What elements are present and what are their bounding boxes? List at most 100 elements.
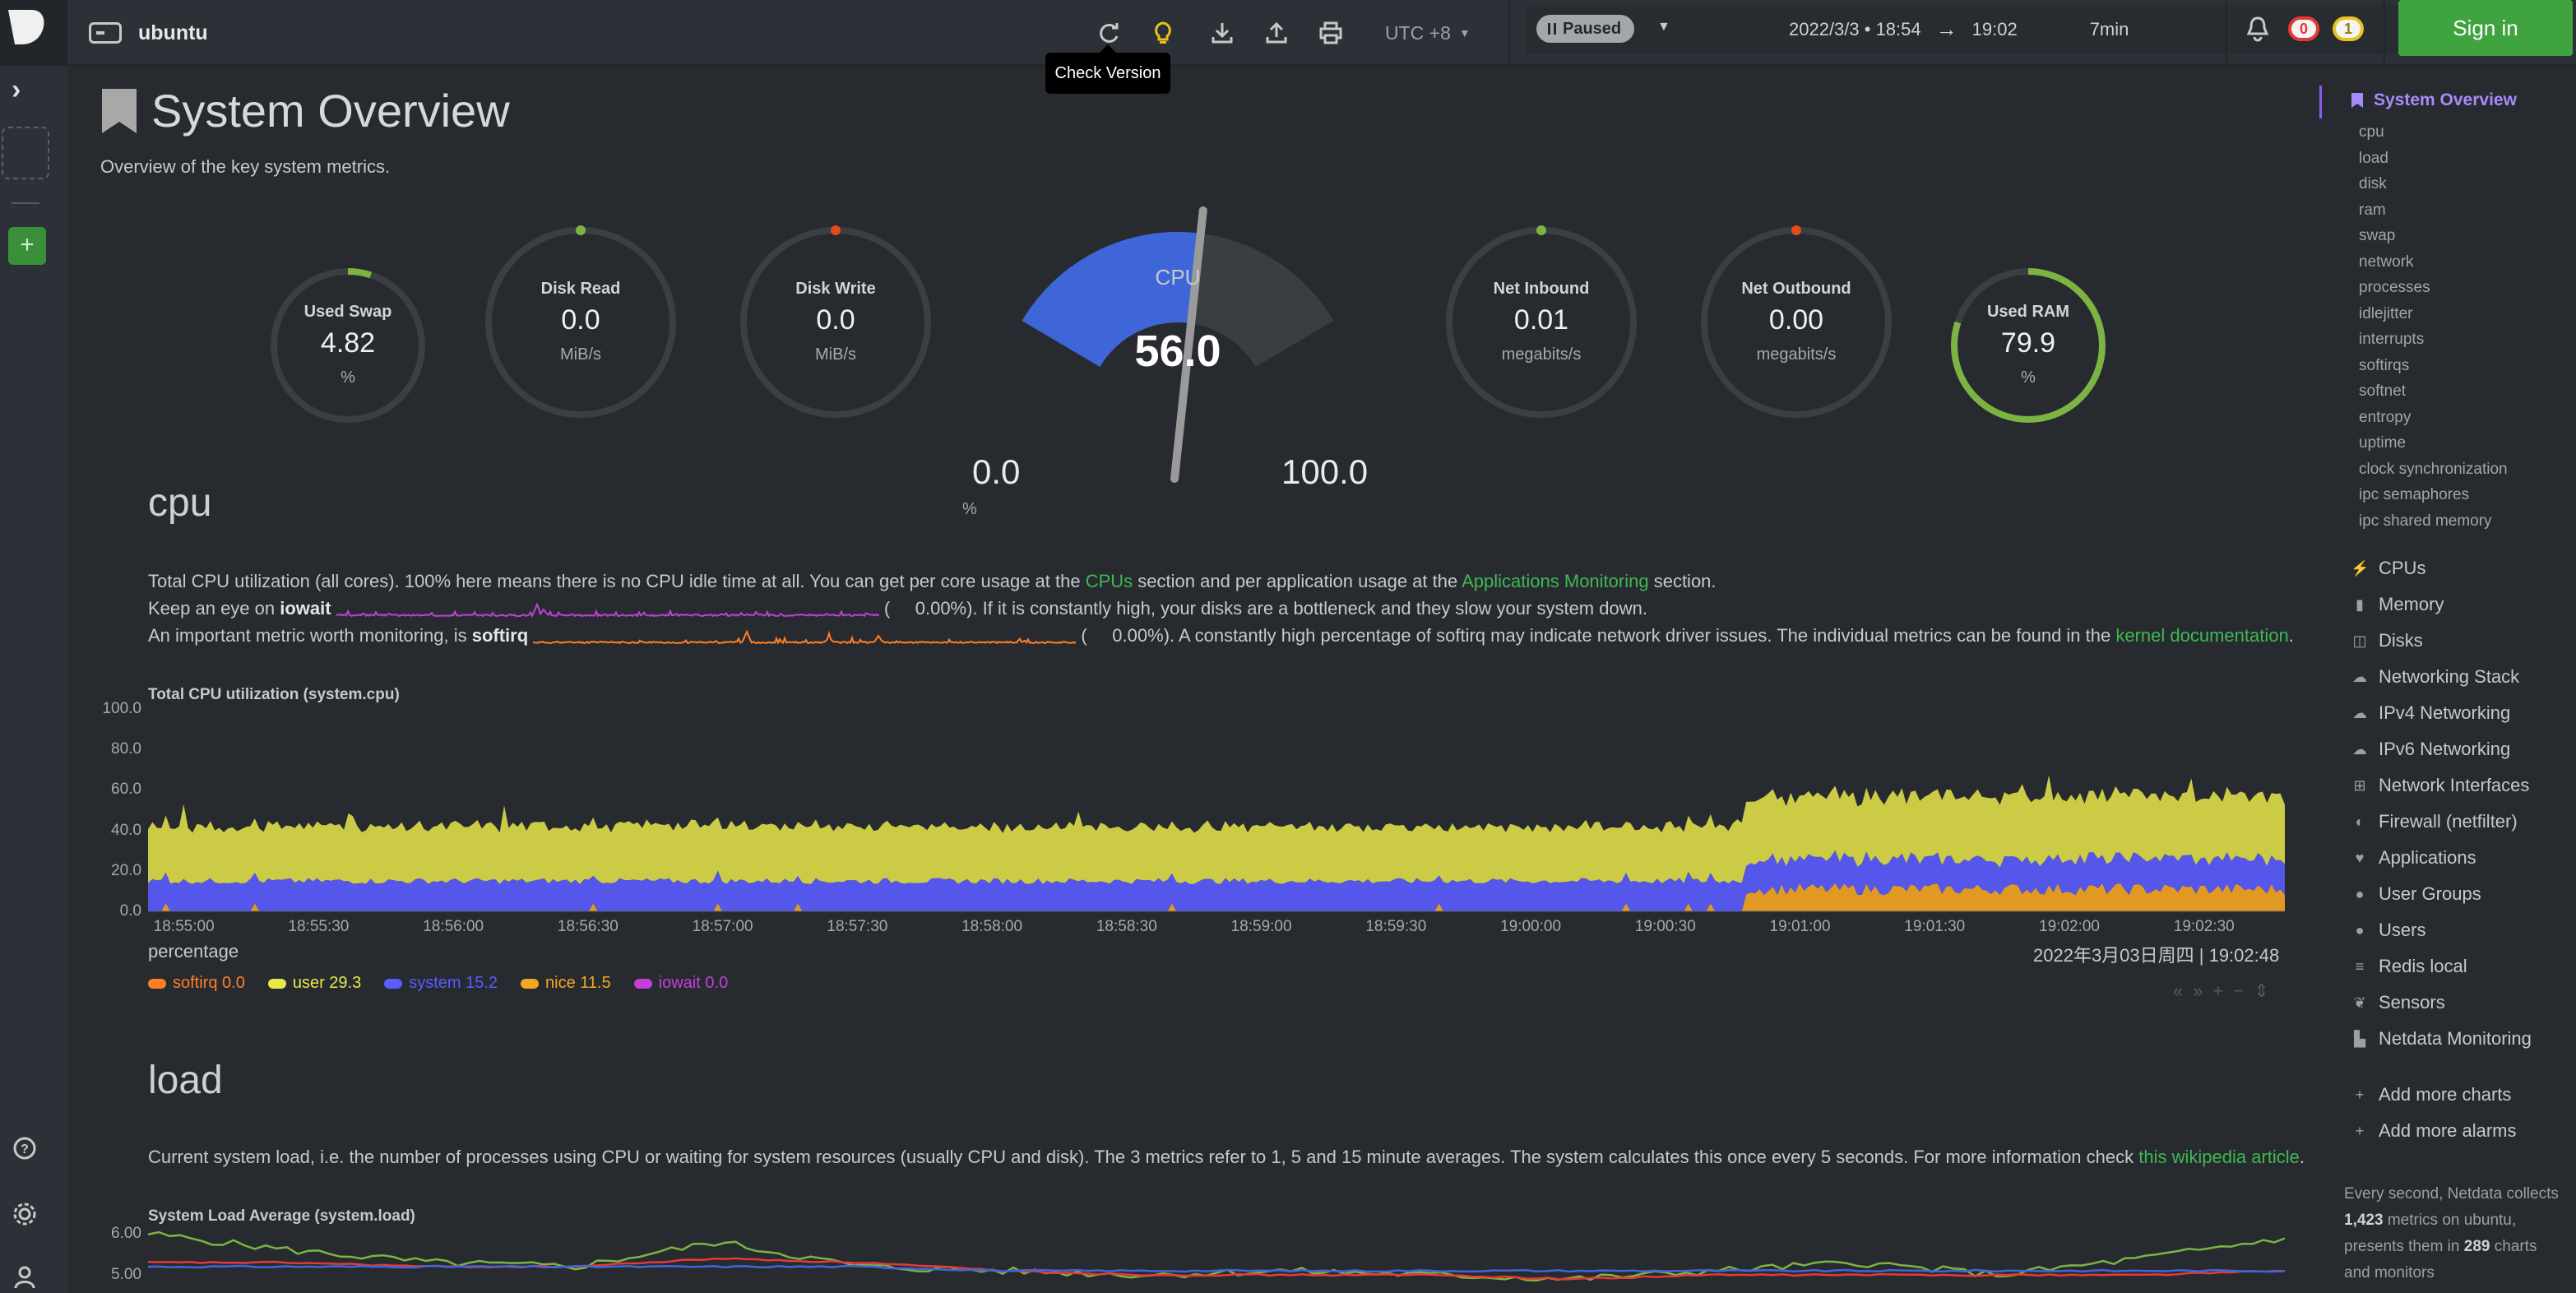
gauge-used-swap[interactable]: Used Swap 4.82% — [266, 263, 430, 428]
toc-item-cpus[interactable]: ⚡ CPUs — [2351, 558, 2425, 579]
pan-left-icon[interactable]: « — [2173, 980, 2184, 1001]
load-chart[interactable] — [148, 1226, 2285, 1293]
check-version-button[interactable] — [1143, 13, 1183, 53]
add-charts-label: Add more charts — [2379, 1084, 2512, 1105]
paused-badge[interactable]: Paused — [1536, 15, 1635, 43]
legend-label: iowait 0.0 — [658, 974, 729, 992]
toc-item-disks[interactable]: ◫ Disks — [2351, 630, 2422, 651]
toc-item-applications[interactable]: ♥ Applications — [2351, 847, 2476, 869]
toc-system-overview[interactable]: System Overview — [2351, 90, 2517, 110]
toc-sub-load[interactable]: load — [2359, 149, 2388, 167]
pan-right-icon[interactable]: » — [2193, 980, 2203, 1001]
toc-item-ipv4-networking[interactable]: ☁ IPv4 Networking — [2351, 702, 2510, 724]
critical-alerts-badge[interactable]: 0 — [2288, 16, 2319, 41]
expand-sidebar-button[interactable]: › — [12, 74, 21, 105]
toc-item-label: User Groups — [2379, 883, 2481, 904]
gauge-cpu[interactable]: CPU 56.0 0.0% 100.0 — [962, 191, 1368, 520]
iowait-sparkline[interactable] — [336, 600, 880, 619]
legend-item-softirq[interactable]: softirq 0.0 — [148, 974, 245, 993]
legend-item-iowait[interactable]: iowait 0.0 — [633, 974, 729, 993]
chevron-down-icon[interactable]: ▼ — [1657, 20, 1670, 34]
help-icon[interactable]: ? — [12, 1135, 38, 1161]
toc-sub-uptime[interactable]: uptime — [2359, 434, 2407, 452]
series-area-user — [148, 775, 2285, 884]
netdata-logo[interactable] — [0, 0, 67, 66]
add-space-button[interactable]: + — [8, 227, 46, 265]
paused-label: Paused — [1563, 19, 1622, 38]
toc-item-networking-stack[interactable]: ☁ Networking Stack — [2351, 666, 2519, 688]
toc-sub-ipc-semaphores[interactable]: ipc semaphores — [2359, 486, 2470, 503]
kernel-documentation-link[interactable]: kernel documentation — [2115, 625, 2289, 646]
wikipedia-link[interactable]: this wikipedia article — [2138, 1147, 2300, 1167]
toc-item-sensors[interactable]: ❦ Sensors — [2351, 992, 2444, 1013]
toc-item-memory[interactable]: ▮ Memory — [2351, 594, 2444, 615]
active-indicator — [2319, 86, 2322, 118]
series-line-load1 — [148, 1230, 2285, 1281]
toc-sub-ram[interactable]: ram — [2359, 201, 2386, 219]
add-more-alarms-link[interactable]: + Add more alarms — [2351, 1120, 2517, 1142]
warning-alerts-badge[interactable]: 1 — [2333, 16, 2364, 41]
zoom-in-icon[interactable]: + — [2212, 980, 2224, 1001]
notifications-button[interactable] — [2245, 15, 2270, 47]
space-placeholder[interactable] — [2, 127, 49, 179]
zoom-out-icon[interactable]: − — [2233, 980, 2245, 1001]
gauge-disk-read[interactable]: Disk Read 0.0 MiB/s — [480, 222, 681, 423]
series-area-system — [148, 850, 2285, 911]
print-button[interactable] — [1311, 13, 1351, 53]
gauge-disk-write[interactable]: Disk Write 0.0 MiB/s — [735, 222, 936, 423]
gauge-net-inbound[interactable]: Net Inbound 0.01 megabits/s — [1441, 222, 1642, 423]
legend-item-system[interactable]: system 15.2 — [384, 974, 498, 993]
sign-in-button[interactable]: Sign in — [2398, 0, 2573, 56]
legend-item-nice[interactable]: nice 11.5 — [521, 974, 611, 993]
legend-swatch — [521, 978, 540, 989]
top-bar: ubuntu UTC +8 ▼ Paused ▼ 2022/3/3 • 18:5… — [0, 0, 2576, 66]
date-range[interactable]: 2022/3/3 • 18:54 → 19:02 7min — [1789, 16, 2129, 42]
cpus-link[interactable]: CPUs — [1085, 571, 1133, 591]
resize-icon[interactable]: ⇕ — [2254, 980, 2269, 1001]
cpu-chart[interactable] — [148, 706, 2285, 916]
gauge-value: 0.0 — [816, 304, 855, 336]
applications-monitoring-link[interactable]: Applications Monitoring — [1462, 571, 1649, 591]
toc-item-ipv6-networking[interactable]: ☁ IPv6 Networking — [2351, 739, 2510, 760]
toc-sub-swap[interactable]: swap — [2359, 227, 2396, 244]
toc-item-network-interfaces[interactable]: ⊞ Network Interfaces — [2351, 775, 2529, 796]
toc-sub-entropy[interactable]: entropy — [2359, 408, 2412, 426]
toc-item-redis-local[interactable]: ≡ Redis local — [2351, 956, 2467, 977]
toc-sub-clock-synchronization[interactable]: clock synchronization — [2359, 460, 2508, 478]
toc-item-firewall-netfilter-[interactable]: ◐ Firewall (netfilter) — [2351, 811, 2518, 832]
cpu-chart-title: Total CPU utilization (system.cpu) — [148, 686, 400, 703]
import-button[interactable] — [1202, 13, 1242, 53]
toc-sub-disk[interactable]: disk — [2359, 175, 2387, 192]
gauge-unit: MiB/s — [560, 345, 601, 364]
text: ). A constantly high percentage of softi… — [1163, 625, 2116, 646]
text: metrics on ubuntu, presents them in — [2344, 1212, 2517, 1255]
refresh-button[interactable] — [1089, 13, 1128, 53]
text: An important metric worth monitoring, is — [148, 625, 472, 646]
add-more-charts-link[interactable]: + Add more charts — [2351, 1084, 2512, 1105]
toc-sub-ipc-shared-memory[interactable]: ipc shared memory — [2359, 512, 2492, 530]
host-selector[interactable]: ubuntu — [89, 15, 208, 51]
toc-item-label: Netdata Monitoring — [2379, 1028, 2532, 1049]
toc-item-users[interactable]: ● Users — [2351, 920, 2426, 941]
toc-sub-cpu[interactable]: cpu — [2359, 123, 2384, 141]
date-range-picker[interactable]: Paused ▼ 2022/3/3 • 18:54 → 19:02 7min — [1526, 5, 2502, 54]
toc-sub-interrupts[interactable]: interrupts — [2359, 331, 2425, 348]
softirq-sparkline[interactable] — [532, 627, 1077, 646]
timezone-selector[interactable]: UTC +8 ▼ — [1385, 16, 1471, 49]
toc-item-user-groups[interactable]: ● User Groups — [2351, 883, 2481, 905]
x-tick-label: 18:59:00 — [1230, 918, 1292, 935]
shield-icon: ◐ — [2355, 813, 2365, 830]
toc-sub-softirqs[interactable]: softirqs — [2359, 356, 2410, 374]
toc-sub-processes[interactable]: processes — [2359, 279, 2430, 296]
export-button[interactable] — [1257, 13, 1296, 53]
toc-sub-network[interactable]: network — [2359, 253, 2414, 271]
gauge-used-ram[interactable]: Used RAM 79.9% — [1946, 263, 2110, 428]
settings-icon[interactable] — [12, 1201, 38, 1227]
metrics-count: 1,423 — [2344, 1212, 2384, 1229]
toc-sub-idlejitter[interactable]: idlejitter — [2359, 304, 2413, 322]
user-icon[interactable] — [12, 1263, 38, 1290]
toc-sub-softnet[interactable]: softnet — [2359, 382, 2407, 400]
legend-item-user[interactable]: user 29.3 — [267, 974, 361, 993]
gauge-net-outbound[interactable]: Net Outbound 0.00 megabits/s — [1696, 222, 1897, 423]
toc-item-netdata-monitoring[interactable]: ▙ Netdata Monitoring — [2351, 1028, 2532, 1050]
